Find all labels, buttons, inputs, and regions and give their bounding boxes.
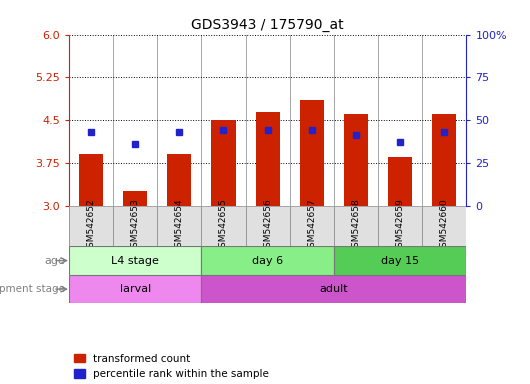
Text: GSM542658: GSM542658 [351, 199, 360, 253]
Bar [79, 154, 103, 205]
Bar [201, 247, 334, 275]
Bar [123, 191, 147, 205]
Bar [69, 275, 201, 303]
Bar [113, 205, 157, 247]
Bar [69, 247, 201, 275]
Bar [290, 205, 334, 247]
Text: L4 stage: L4 stage [111, 256, 159, 266]
Bar [432, 114, 456, 205]
Bar [388, 157, 412, 205]
Text: GSM542655: GSM542655 [219, 199, 228, 253]
Bar [422, 205, 466, 247]
Bar [299, 100, 324, 205]
Text: development stage: development stage [0, 284, 65, 294]
Bar [378, 205, 422, 247]
Text: GSM542656: GSM542656 [263, 199, 272, 253]
Text: GSM542657: GSM542657 [307, 199, 316, 253]
Text: age: age [44, 256, 65, 266]
Bar [334, 247, 466, 275]
Bar [167, 154, 191, 205]
Text: day 15: day 15 [381, 256, 419, 266]
Bar [255, 111, 280, 205]
Title: GDS3943 / 175790_at: GDS3943 / 175790_at [191, 18, 344, 32]
Text: GSM542652: GSM542652 [86, 199, 95, 253]
Bar [201, 275, 466, 303]
Bar [344, 114, 368, 205]
Legend: transformed count, percentile rank within the sample: transformed count, percentile rank withi… [74, 354, 269, 379]
Bar [201, 205, 245, 247]
Bar [157, 205, 201, 247]
Text: adult: adult [320, 284, 348, 294]
Text: larval: larval [120, 284, 151, 294]
Text: GSM542659: GSM542659 [396, 199, 404, 253]
Text: GSM542654: GSM542654 [175, 199, 184, 253]
Bar [334, 205, 378, 247]
Bar [211, 120, 236, 205]
Text: GSM542653: GSM542653 [131, 199, 139, 253]
Text: GSM542660: GSM542660 [440, 199, 449, 253]
Bar [69, 205, 113, 247]
Text: day 6: day 6 [252, 256, 283, 266]
Bar [245, 205, 290, 247]
